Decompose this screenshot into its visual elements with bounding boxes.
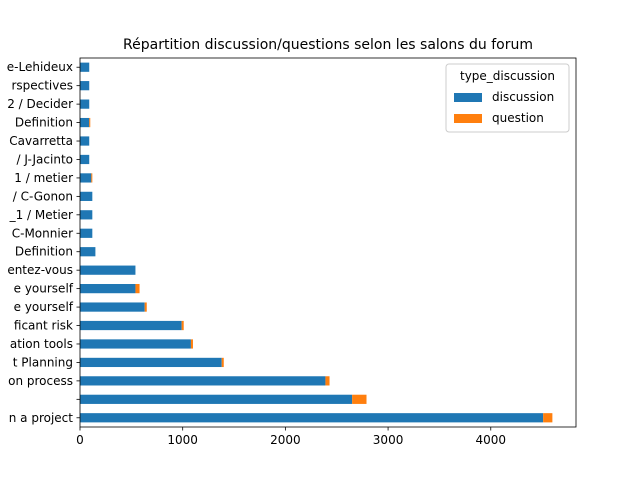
x-tick-label-1: 1000	[167, 433, 198, 447]
y-tick-label-0: n a project	[9, 411, 74, 425]
bar-question-16	[89, 117, 91, 128]
y-tick-label-13: 1 / metier	[14, 171, 73, 185]
bar-discussion-6	[80, 302, 145, 312]
y-tick-label-12: / C-Gonon	[13, 189, 73, 203]
bar-discussion-7	[80, 284, 136, 294]
y-tick-label-5: ficant risk	[14, 319, 73, 333]
x-tick-label-4: 4000	[475, 433, 506, 447]
bar-discussion-4	[80, 339, 191, 349]
y-tick-label-9: Definition	[15, 245, 73, 259]
bar-question-6	[144, 302, 147, 312]
bar-discussion-8	[80, 265, 136, 275]
bar-discussion-16	[80, 117, 90, 128]
bar-discussion-2	[80, 376, 326, 386]
y-tick-label-15: Cavarretta	[9, 134, 73, 148]
bar-discussion-14	[80, 154, 90, 165]
bar-question-1	[352, 394, 367, 404]
y-tick-label-16: Definition	[15, 116, 73, 130]
bar-discussion-12	[80, 191, 93, 201]
bar-question-0	[543, 413, 553, 423]
bar-discussion-15	[80, 136, 90, 146]
bar-discussion-9	[80, 247, 96, 257]
plot-area: n a project on process t Planning ation too…	[7, 57, 577, 447]
legend-label-discussion: discussion	[492, 90, 554, 104]
x-tick-label-0: 0	[76, 433, 84, 447]
bar-question-7	[135, 284, 140, 294]
bar-question-13	[91, 173, 93, 183]
y-tick-label-6: e yourself	[14, 300, 74, 314]
x-tick-label-3: 3000	[373, 433, 404, 447]
legend-label-question: question	[492, 111, 544, 125]
bar-discussion-17	[80, 99, 90, 109]
bar-discussion-13	[80, 173, 92, 183]
legend-swatch-question	[454, 114, 482, 123]
bar-question-4	[190, 339, 193, 349]
y-tick-label-2: on process	[8, 374, 73, 388]
y-tick-label-10: C-Monnier	[12, 226, 73, 240]
y-tick-label-4: ation tools	[10, 337, 73, 351]
y-tick-label-19: e-Lehideux	[7, 60, 73, 74]
bar-discussion-18	[80, 81, 90, 91]
legend: type_discussion discussion question	[445, 63, 570, 133]
y-tick-label-7: e yourself	[14, 282, 74, 296]
x-tick-label-2: 2000	[270, 433, 301, 447]
bar-question-3	[221, 357, 224, 368]
chart-title: Répartition discussion/questions selon l…	[123, 37, 533, 53]
y-tick-label-8: entez-vous	[7, 263, 73, 277]
bar-question-5	[181, 320, 184, 331]
y-tick-label-3: t Planning	[13, 355, 73, 369]
bar-question-2	[325, 376, 330, 386]
bar-discussion-5	[80, 320, 182, 331]
legend-swatch-discussion	[454, 93, 482, 102]
legend-title: type_discussion	[460, 69, 555, 83]
y-tick-label-11: _1 / Metier	[9, 208, 73, 222]
bar-discussion-3	[80, 357, 222, 368]
y-tick-label-18: rspectives	[11, 79, 73, 93]
bar-discussion-1	[80, 394, 353, 404]
y-tick-label-14: / J-Jacinto	[17, 152, 73, 166]
bar-discussion-11	[80, 210, 93, 220]
bar-discussion-19	[80, 62, 90, 72]
y-tick-label-17: 2 / Decider	[7, 97, 73, 111]
bar-discussion-0	[80, 413, 544, 423]
axes-frame	[79, 57, 577, 428]
bar-discussion-10	[80, 228, 93, 238]
